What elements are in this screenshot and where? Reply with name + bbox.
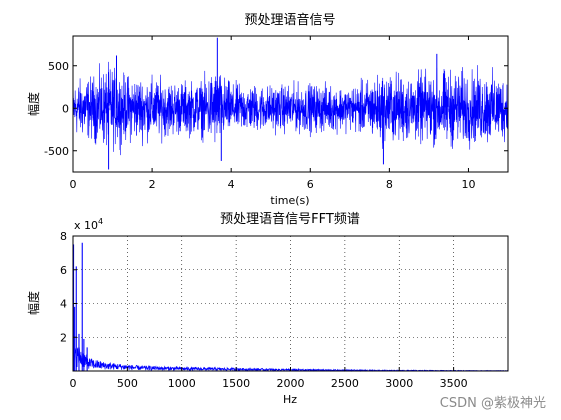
x-tick-label: 8 [386,178,393,191]
y-tick-label: 6 [60,264,67,277]
spectrum-plot-area [72,242,509,372]
x-tick-label: 2000 [277,377,305,390]
spectrum-title: 预处理语音信号FFT频谱 [220,211,360,227]
waveform-axes: 预处理语音信号 0 2 4 6 8 10 -500 0 500 time(s) 幅度 [26,12,509,207]
waveform-y-ticks: -500 0 500 [44,60,508,158]
x-tick-label: 0 [70,178,77,191]
y-tick-label: 8 [60,230,67,243]
y-tick-label: 0 [62,102,69,115]
x-tick-label: 2 [149,178,156,191]
y-tick-label: -500 [44,145,69,158]
spectrum-y-ticks: 2 4 6 8 [60,230,77,344]
waveform-axes-frame [72,35,509,173]
x-tick-label: 3500 [440,377,468,390]
waveform-title: 预处理语音信号 [244,12,335,28]
spectrum-y-exponent: x 104 [74,217,103,232]
spectrum-y-exponent-power: 4 [98,217,103,226]
x-tick-label: 1500 [222,377,250,390]
x-tick-label: 0 [70,377,77,390]
y-tick-label: 2 [60,331,67,344]
x-tick-label: 500 [117,377,138,390]
x-tick-label: 2500 [331,377,359,390]
x-tick-label: 4 [228,178,235,191]
waveform-series-line [72,61,509,156]
spectrum-x-ticks: 0 500 1000 1500 2000 2500 3000 3500 [70,367,468,390]
spectrum-axes: 预处理语音信号FFT频谱 x 104 0 500 1000 1500 2000 2500 3… [26,211,509,406]
waveform-x-ticks: 0 2 4 6 8 10 [70,36,475,191]
spectrum-xlabel: Hz [283,393,297,406]
x-tick-label: 10 [461,178,475,191]
waveform-plot-area [72,37,509,170]
x-tick-label: 6 [307,178,314,191]
waveform-xlabel: time(s) [270,194,309,207]
y-tick-label: 4 [60,298,67,311]
spectrum-ylabel: 幅度 [26,291,41,315]
watermark: CSDN @紫极神光 [440,396,546,411]
y-tick-label: 500 [48,60,69,73]
x-tick-label: 3000 [385,377,413,390]
waveform-ylabel: 幅度 [26,92,41,116]
spectrum-grid [73,236,508,371]
x-tick-label: 1000 [168,377,196,390]
